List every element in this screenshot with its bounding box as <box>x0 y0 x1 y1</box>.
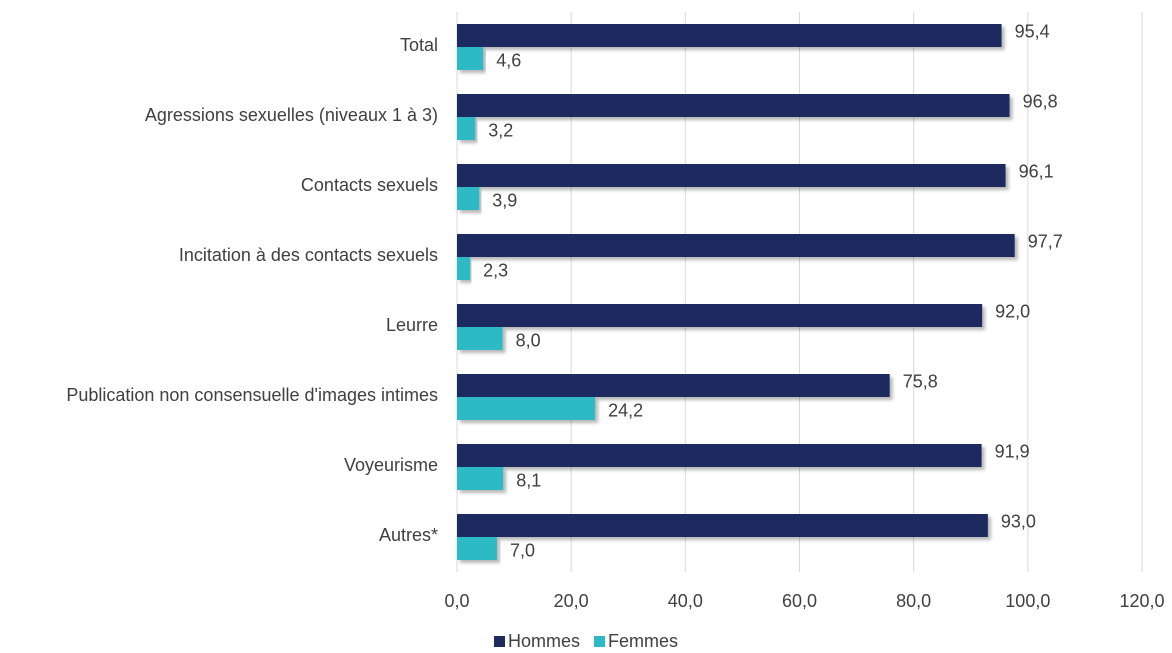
data-label-hommes: 91,9 <box>995 441 1030 461</box>
x-tick-label: 40,0 <box>668 591 703 611</box>
bar-hommes <box>457 94 1010 117</box>
bar-hommes <box>457 24 1002 47</box>
category-label: Publication non consensuelle d'images in… <box>66 385 438 405</box>
data-label-hommes: 96,8 <box>1023 91 1058 111</box>
data-label-femmes: 8,0 <box>516 330 541 350</box>
data-label-hommes: 93,0 <box>1001 511 1036 531</box>
data-label-femmes: 8,1 <box>516 470 541 490</box>
bar-hommes <box>457 234 1015 257</box>
data-label-femmes: 3,2 <box>488 120 513 140</box>
x-axis-ticks: 0,0 20,0 40,0 60,0 80,0 100,0 120,0 <box>444 591 1164 611</box>
x-tick-label: 60,0 <box>782 591 817 611</box>
category-label: Contacts sexuels <box>301 175 438 195</box>
bar-femmes <box>457 397 596 420</box>
data-label-hommes: 97,7 <box>1028 231 1063 251</box>
data-labels: 95,4 4,6 96,8 3,2 96,1 3,9 97,7 2,3 92,0 8,0 75,8 2… <box>483 21 1063 560</box>
data-label-hommes: 75,8 <box>903 371 938 391</box>
bar-femmes <box>457 467 504 490</box>
data-label-hommes: 96,1 <box>1019 161 1054 181</box>
x-tick-label: 0,0 <box>444 591 469 611</box>
category-label: Leurre <box>386 315 438 335</box>
data-label-hommes: 95,4 <box>1015 21 1050 41</box>
legend-item-hommes: Hommes <box>493 631 580 652</box>
bar-femmes <box>457 117 476 140</box>
x-tick-label: 80,0 <box>896 591 931 611</box>
bar-hommes <box>457 164 1006 187</box>
legend-item-femmes: Femmes <box>594 631 678 652</box>
data-label-femmes: 3,9 <box>492 190 517 210</box>
x-tick-label: 100,0 <box>1005 591 1050 611</box>
category-label: Total <box>400 35 438 55</box>
legend-label-femmes: Femmes <box>608 631 679 651</box>
bars <box>457 24 1015 560</box>
bar-femmes <box>457 47 484 70</box>
bar-femmes <box>457 537 497 560</box>
bar-chart: Total Agressions sexuelles (niveaux 1 à 3… <box>66 12 1165 611</box>
category-labels: Total Agressions sexuelles (niveaux 1 à 3… <box>66 35 438 545</box>
x-tick-label: 120,0 <box>1119 591 1164 611</box>
bar-hommes <box>457 304 983 327</box>
data-label-femmes: 4,6 <box>496 50 521 70</box>
category-label: Agressions sexuelles (niveaux 1 à 3) <box>145 105 438 125</box>
bar-femmes <box>457 257 471 280</box>
data-label-hommes: 92,0 <box>995 301 1030 321</box>
bar-hommes <box>457 374 890 397</box>
category-label: Autres* <box>379 525 438 545</box>
category-label: Incitation à des contacts sexuels <box>179 245 438 265</box>
bar-hommes <box>457 444 982 467</box>
x-tick-label: 20,0 <box>554 591 589 611</box>
legend-swatch-hommes <box>493 636 505 647</box>
legend-label-hommes: Hommes <box>507 631 580 651</box>
category-label: Voyeurisme <box>344 455 438 475</box>
bar-hommes <box>457 514 988 537</box>
data-label-femmes: 2,3 <box>483 260 508 280</box>
data-label-femmes: 24,2 <box>608 400 643 420</box>
legend: Hommes Femmes <box>0 630 1172 653</box>
bar-femmes <box>457 187 480 210</box>
data-label-femmes: 7,0 <box>510 540 535 560</box>
bar-femmes <box>457 327 503 350</box>
legend-swatch-femmes <box>594 636 605 647</box>
